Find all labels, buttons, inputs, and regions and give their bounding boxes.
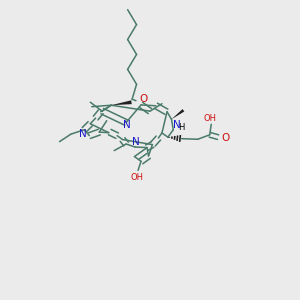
Text: N: N	[132, 136, 140, 147]
Text: O: O	[139, 94, 148, 104]
Text: N: N	[123, 120, 131, 130]
Text: N: N	[79, 129, 87, 139]
Text: H: H	[178, 123, 185, 132]
Polygon shape	[111, 100, 132, 105]
Text: OH: OH	[203, 114, 216, 123]
Polygon shape	[172, 109, 184, 119]
Text: N: N	[173, 120, 181, 130]
Text: O: O	[221, 133, 230, 143]
Text: OH: OH	[131, 173, 144, 182]
